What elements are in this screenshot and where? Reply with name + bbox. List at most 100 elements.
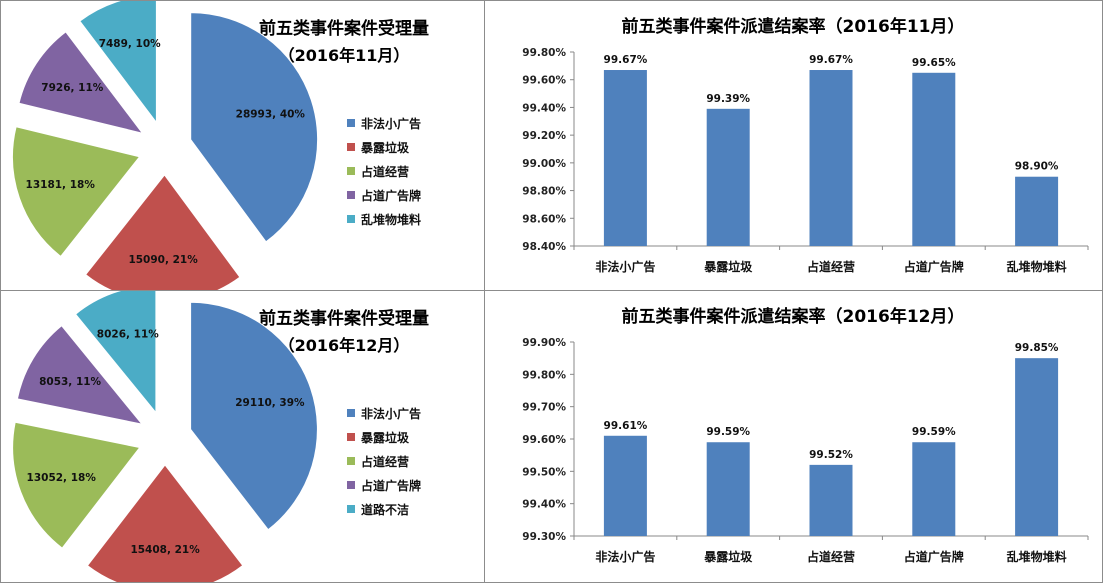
x-tick-label: 乱堆物堆料 — [1007, 549, 1067, 564]
bar — [603, 70, 647, 246]
pie-slice — [190, 301, 318, 531]
legend-label: 占道广告牌 — [361, 188, 421, 203]
data-label: 99.67% — [809, 54, 853, 66]
legend-label: 道路不洁 — [361, 502, 409, 517]
bar — [603, 435, 647, 536]
chart-title: 前五类事件案件派遣结案率（2016年11月） — [622, 16, 965, 37]
data-label: 99.39% — [706, 93, 750, 105]
bar — [706, 108, 750, 246]
pie-chart-dec-svg: 前五类事件案件受理量 （2016年12月） 29110, 39% 15408, 21%… — [12, 291, 429, 582]
data-label: 13052, 18% — [27, 472, 97, 484]
y-tick-label: 98.60% — [522, 213, 566, 225]
bar — [1015, 176, 1059, 246]
legend-label: 占道广告牌 — [361, 478, 421, 493]
legend-swatch — [347, 119, 355, 127]
data-label: 99.85% — [1015, 342, 1059, 354]
x-tick-label: 暴露垃圾 — [703, 259, 753, 274]
x-tick-label: 占道广告牌 — [904, 259, 964, 274]
pie-slice — [190, 12, 319, 243]
y-tick-label: 98.40% — [522, 241, 566, 253]
legend-label: 暴露垃圾 — [360, 140, 410, 155]
data-label: 99.59% — [706, 426, 750, 438]
legend-label: 占道经营 — [361, 164, 409, 179]
legend-swatch — [347, 433, 355, 441]
legend-swatch — [347, 505, 355, 513]
pie-slice — [86, 464, 244, 582]
x-tick-label: 占道广告牌 — [904, 549, 964, 564]
legend-swatch — [347, 481, 355, 489]
bar-chart-dec: 前五类事件案件派遣结案率（2016年12月） 99.30% 99.40% 99.50%… — [484, 290, 1103, 583]
pie-chart-dec: 前五类事件案件受理量 （2016年12月） 29110, 39% 15408, 21%… — [0, 290, 485, 583]
pie-slice — [12, 126, 141, 258]
legend-label: 非法小广告 — [361, 116, 421, 131]
bar-chart-dec-svg: 前五类事件案件派遣结案率（2016年12月） 99.30% 99.40% 99.50%… — [522, 306, 1089, 564]
legend-label: 乱堆物堆料 — [361, 212, 421, 227]
chart-title: 前五类事件案件受理量 — [259, 18, 429, 39]
bar-chart-nov: 前五类事件案件派遣结案率（2016年11月） 98.40% 98.60% 98.80%… — [484, 0, 1103, 291]
data-label: 8053, 11% — [39, 376, 101, 388]
x-tick-label: 占道经营 — [807, 549, 855, 564]
legend-swatch — [347, 143, 355, 151]
pie-slice — [74, 291, 157, 415]
y-tick-label: 99.40% — [522, 499, 566, 511]
data-label: 7926, 11% — [41, 82, 103, 94]
x-tick-label: 非法小广告 — [595, 549, 655, 564]
y-tick-label: 99.60% — [522, 434, 566, 446]
y-tick-label: 99.70% — [522, 402, 566, 414]
bar — [1015, 358, 1059, 536]
legend-label: 暴露垃圾 — [360, 430, 410, 445]
legend-swatch — [347, 409, 355, 417]
pie-slice — [84, 174, 241, 290]
bar — [706, 442, 750, 536]
data-label: 98.90% — [1015, 161, 1059, 173]
x-tick-label: 乱堆物堆料 — [1007, 259, 1067, 274]
data-label: 7489, 10% — [99, 38, 161, 50]
data-label: 28993, 40% — [236, 108, 306, 120]
data-label: 15090, 21% — [128, 254, 198, 266]
legend-swatch — [347, 191, 355, 199]
pie-chart-nov: 前五类事件案件受理量 （2016年11月） 28993, 40% 15090, 21%… — [0, 0, 485, 291]
data-label: 29110, 39% — [235, 397, 305, 409]
data-label: 99.61% — [604, 420, 648, 432]
data-label: 8026, 11% — [97, 329, 159, 341]
pie-chart-nov-svg: 前五类事件案件受理量 （2016年11月） 28993, 40% 15090, 21%… — [12, 1, 429, 290]
x-tick-label: 暴露垃圾 — [703, 549, 753, 564]
y-tick-label: 99.30% — [522, 531, 566, 543]
pie-slice — [16, 324, 144, 425]
data-label: 99.67% — [604, 54, 648, 66]
y-tick-label: 99.80% — [522, 47, 566, 59]
legend-swatch — [347, 167, 355, 175]
data-label: 99.52% — [809, 449, 853, 461]
bar — [912, 72, 956, 247]
y-tick-label: 99.00% — [522, 158, 566, 170]
data-label: 15408, 21% — [130, 544, 200, 556]
y-tick-label: 98.80% — [522, 186, 566, 198]
y-tick-label: 99.60% — [522, 75, 566, 87]
legend-label: 占道经营 — [361, 454, 409, 469]
bar — [809, 70, 853, 246]
x-tick-label: 占道经营 — [807, 259, 855, 274]
chart-title: 前五类事件案件派遣结案率（2016年12月） — [622, 306, 965, 327]
data-label: 99.59% — [912, 426, 956, 438]
chart-subtitle: （2016年11月） — [279, 46, 410, 65]
bar — [809, 464, 853, 536]
chart-title: 前五类事件案件受理量 — [259, 308, 429, 329]
chart-subtitle: （2016年12月） — [279, 336, 410, 355]
data-label: 99.65% — [912, 57, 956, 69]
y-tick-label: 99.80% — [522, 369, 566, 381]
x-tick-label: 非法小广告 — [595, 259, 655, 274]
bar-chart-nov-svg: 前五类事件案件派遣结案率（2016年11月） 98.40% 98.60% 98.80%… — [522, 16, 1089, 274]
y-tick-label: 99.90% — [522, 337, 566, 349]
pie-slice — [79, 1, 157, 124]
pie-slice — [18, 31, 144, 135]
legend-swatch — [347, 215, 355, 223]
y-tick-label: 99.40% — [522, 102, 566, 114]
y-tick-label: 99.20% — [522, 130, 566, 142]
bar — [912, 442, 956, 536]
legend-label: 非法小广告 — [361, 406, 421, 421]
pie-slice — [12, 421, 141, 549]
y-tick-label: 99.50% — [522, 466, 566, 478]
data-label: 13181, 18% — [26, 179, 96, 191]
legend-swatch — [347, 457, 355, 465]
